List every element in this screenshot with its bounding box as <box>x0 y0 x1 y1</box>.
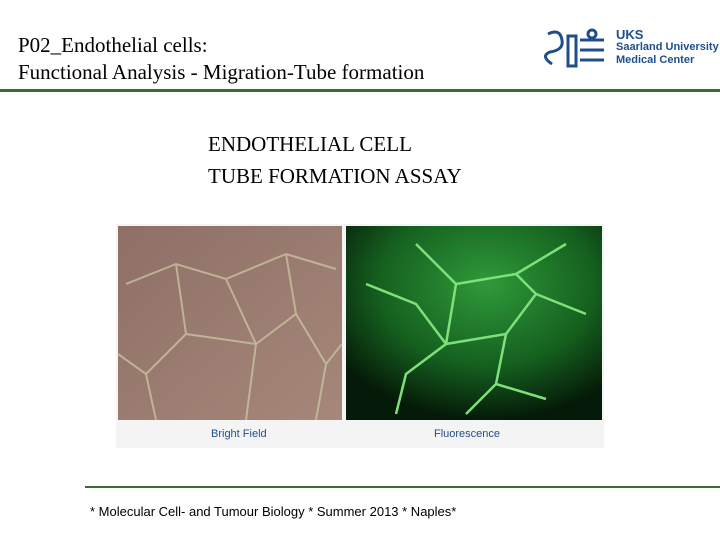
fluorescence-tubes <box>365 242 587 415</box>
title-line: Functional Analysis - Migration-Tube for… <box>18 60 425 84</box>
logo-line: Medical Center <box>616 54 695 66</box>
heading-line: TUBE FORMATION ASSAY <box>208 164 462 188</box>
figure-caption: Fluorescence <box>434 428 500 440</box>
figure-caption: Bright Field <box>211 428 267 440</box>
fluorescence-image <box>346 226 602 420</box>
logo-abbreviation: UKS <box>616 27 644 42</box>
slide-title: P02_Endothelial cells: Functional Analys… <box>18 32 424 86</box>
bright-field-image <box>118 226 342 420</box>
footer-text: * Molecular Cell- and Tumour Biology * S… <box>90 504 457 519</box>
figure: Bright Field Fluorescence <box>116 224 604 448</box>
bright-field-tubes <box>117 252 343 421</box>
logo-mark <box>544 28 604 68</box>
logo-text: UKS Saarland University Medical Center <box>616 28 719 67</box>
heading-line: ENDOTHELIAL CELL <box>208 132 412 156</box>
footer-rule <box>85 486 720 488</box>
logo-line: Saarland University <box>616 41 719 53</box>
header-rule <box>0 89 720 92</box>
heading: ENDOTHELIAL CELL TUBE FORMATION ASSAY <box>208 128 462 192</box>
title-line: P02_Endothelial cells: <box>18 33 208 57</box>
